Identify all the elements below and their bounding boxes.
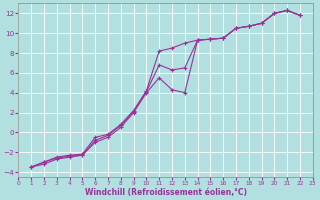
- X-axis label: Windchill (Refroidissement éolien,°C): Windchill (Refroidissement éolien,°C): [84, 188, 247, 197]
